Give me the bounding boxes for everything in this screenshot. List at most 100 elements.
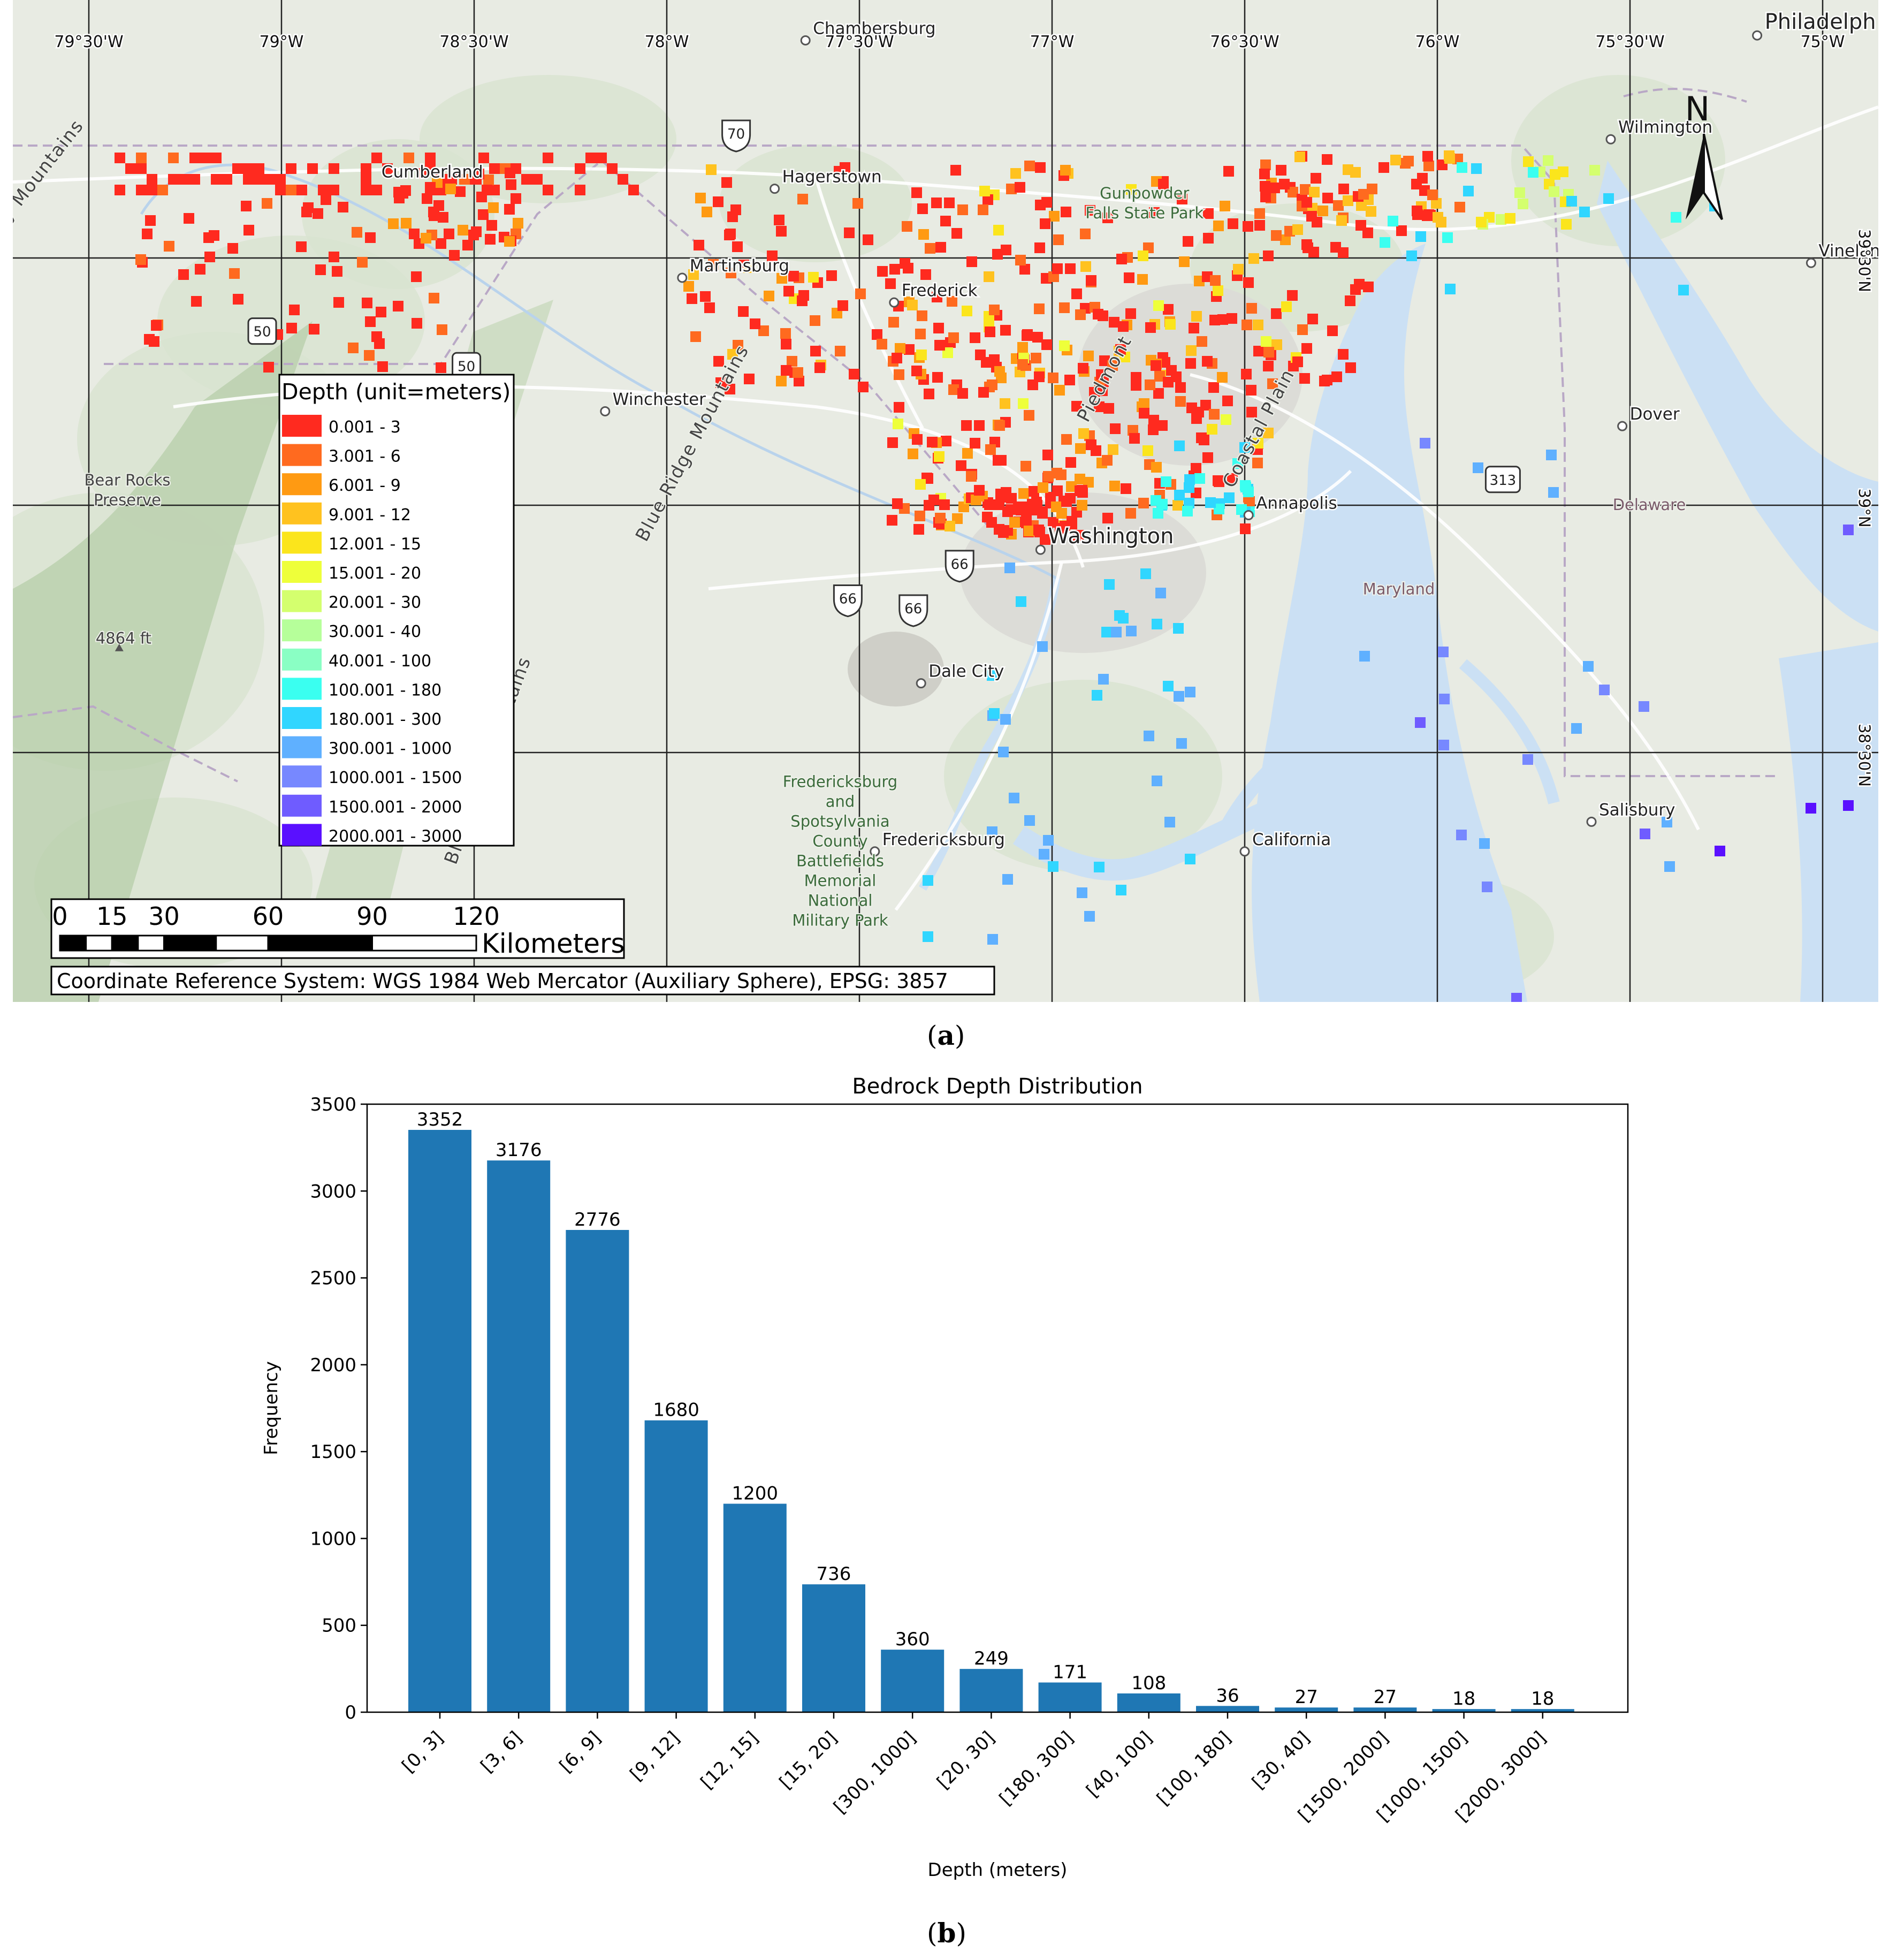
depth-cell — [136, 153, 147, 163]
depth-cell — [1678, 285, 1689, 295]
depth-cell — [1246, 407, 1257, 417]
depth-cell — [436, 362, 446, 373]
depth-cell — [981, 357, 992, 368]
depth-cell — [543, 185, 553, 195]
depth-cell — [1163, 377, 1174, 388]
bar — [1196, 1706, 1259, 1712]
depth-cell — [1422, 151, 1433, 162]
depth-cell — [365, 316, 376, 327]
place-label: Chambersburg — [813, 19, 935, 38]
depth-cell — [433, 200, 444, 211]
depth-cell — [915, 329, 926, 339]
bar — [487, 1160, 551, 1712]
depth-cell — [1438, 740, 1449, 750]
depth-cell — [708, 259, 719, 270]
depth-cell — [468, 230, 479, 240]
depth-cell — [1210, 275, 1221, 286]
city-dot — [1239, 846, 1250, 857]
bar — [1275, 1707, 1338, 1712]
latitude-label: 39°30'N — [1855, 229, 1873, 292]
depth-cell — [1579, 207, 1590, 217]
depth-cell — [332, 266, 342, 277]
depth-cell — [321, 194, 331, 205]
depth-cell — [715, 377, 726, 388]
depth-cell — [1166, 365, 1177, 376]
depth-cell — [289, 305, 300, 315]
depth-cell — [1016, 596, 1026, 607]
depth-cell — [1445, 284, 1456, 294]
depth-cell — [1059, 340, 1070, 351]
depth-cell — [136, 163, 147, 174]
depth-cell — [437, 324, 447, 335]
depth-cell — [1086, 275, 1096, 286]
depth-cell — [1078, 428, 1089, 439]
depth-cell — [904, 344, 915, 355]
depth-cell — [743, 262, 754, 273]
depth-cell — [1041, 339, 1052, 350]
depth-cell — [918, 229, 929, 240]
depth-cell — [1186, 345, 1197, 356]
scale-bar-segment — [215, 935, 269, 952]
depth-cell — [1121, 483, 1131, 494]
depth-cell — [1583, 661, 1594, 672]
depth-cell — [889, 264, 900, 275]
depth-cell — [1053, 234, 1064, 245]
depth-cell — [1438, 647, 1449, 657]
legend-label: 9.001 - 12 — [329, 506, 411, 525]
depth-cell — [1145, 379, 1155, 390]
region-label: Spotsylvania — [790, 812, 889, 831]
depth-cell — [1031, 353, 1041, 363]
scale-tick-label: 0 — [52, 902, 67, 931]
depth-cell — [781, 339, 791, 350]
city-dot — [770, 184, 780, 194]
depth-cell — [1153, 508, 1163, 519]
depth-cell — [688, 269, 699, 280]
bar — [723, 1503, 787, 1712]
depth-cell — [887, 437, 898, 448]
depth-cell — [985, 444, 996, 455]
scale-tick-label: 15 — [96, 902, 128, 931]
depth-cell — [893, 419, 903, 429]
y-tick-label: 2500 — [310, 1268, 356, 1289]
depth-cell — [1158, 179, 1169, 189]
depth-cell — [931, 197, 942, 208]
place-label: Hagerstown — [782, 168, 882, 187]
depth-cell — [1333, 200, 1344, 211]
depth-cell — [987, 379, 997, 390]
depth-cell — [1359, 651, 1370, 662]
depth-cell — [1406, 250, 1417, 261]
depth-cell — [877, 339, 887, 350]
depth-cell — [1366, 206, 1376, 217]
depth-cell — [596, 153, 607, 163]
depth-cell — [301, 207, 312, 217]
chart-title: Bedrock Depth Distribution — [852, 1074, 1142, 1099]
depth-cell — [136, 185, 147, 195]
depth-cell — [744, 374, 755, 384]
region-label: Bear Rocks — [84, 471, 170, 489]
depth-cell — [1152, 619, 1162, 629]
depth-cell — [1152, 776, 1162, 786]
data-label: 27 — [1374, 1686, 1397, 1708]
depth-cell — [1034, 242, 1045, 253]
depth-cell — [1390, 155, 1401, 165]
depth-cell — [932, 372, 943, 383]
city-dot — [1243, 510, 1254, 520]
bar — [1353, 1707, 1417, 1712]
y-tick-label: 500 — [322, 1615, 356, 1637]
depth-cell — [1317, 206, 1328, 216]
depth-cell — [888, 317, 899, 328]
legend-label: 180.001 - 300 — [329, 710, 441, 729]
depth-cell — [400, 185, 411, 196]
depth-cell — [1155, 588, 1166, 598]
depth-cell — [263, 362, 274, 373]
depth-cell — [1164, 817, 1175, 827]
depth-cell — [713, 356, 724, 367]
data-label: 1680 — [653, 1400, 699, 1421]
longitude-label: 79°W — [260, 33, 304, 51]
place-label: Frederick — [902, 281, 978, 300]
depth-cell — [1456, 830, 1467, 840]
highway-number: 66 — [951, 557, 969, 573]
depth-cell — [1145, 322, 1156, 333]
data-label: 736 — [817, 1563, 851, 1585]
